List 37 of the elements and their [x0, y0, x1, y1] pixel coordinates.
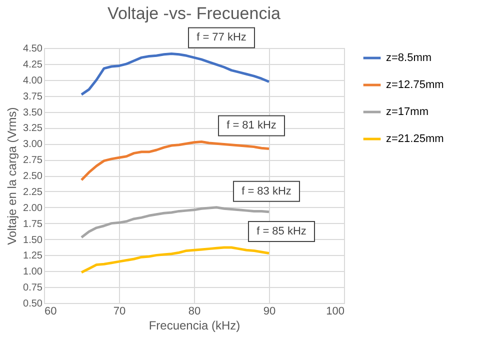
y-tick-label: 4.50 [23, 44, 43, 54]
x-axis-title: Frecuencia (kHz) [148, 318, 240, 332]
y-tick-label: 0.50 [23, 298, 43, 310]
line-series [80, 52, 270, 96]
y-tick-label: 1.75 [23, 218, 43, 230]
y-tick-label: 3.00 [23, 139, 43, 150]
y-tick-label: 1.25 [23, 250, 43, 262]
y-tick-label: 4.25 [23, 59, 43, 70]
x-tick-label: 100 [326, 306, 344, 318]
legend-label: z=17mm [386, 106, 428, 118]
x-tick-label: 60 [44, 306, 57, 318]
y-tick-label: 3.50 [23, 107, 43, 118]
annotation: f = 77 kHz [196, 32, 246, 44]
line-series [80, 206, 270, 239]
legend-label: z=8.5mm [386, 52, 432, 64]
annotation: f = 83 kHz [242, 185, 292, 198]
x-tick-label: 80 [188, 306, 201, 318]
y-tick-label: 4.00 [23, 75, 43, 86]
x-tick-label: 90 [263, 306, 276, 318]
y-tick-label: 1.50 [23, 234, 43, 246]
annotation: f = 81 kHz [226, 120, 276, 132]
y-tick-label: 2.25 [23, 186, 43, 198]
y-tick-label: 2.75 [23, 155, 43, 166]
legend-label: z=21.25mm [386, 133, 444, 145]
annotation: f = 85 kHz [256, 226, 306, 238]
x-tick-label: 70 [113, 306, 126, 318]
y-tick-label: 2.50 [23, 171, 43, 182]
y-tick-label: 3.25 [23, 123, 43, 134]
y-tick-label: 1.00 [23, 266, 43, 278]
y-tick-label: 3.75 [23, 91, 43, 102]
y-tick-label: 2.00 [23, 202, 43, 214]
legend-label: z=12.75mm [386, 79, 444, 91]
line-series [80, 246, 270, 274]
y-axis-title: Voltaje en la carga (Vrms) [5, 107, 20, 245]
line-series [80, 140, 270, 182]
chart-title: Voltaje -vs- Frecuencia [108, 4, 281, 24]
y-tick-label: 0.75 [23, 282, 43, 294]
